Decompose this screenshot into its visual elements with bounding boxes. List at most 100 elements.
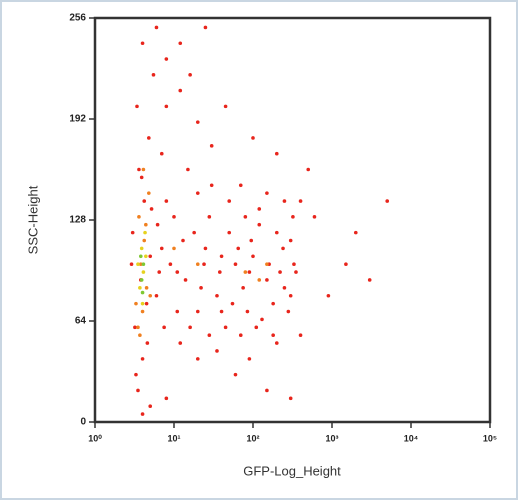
point: [243, 215, 248, 219]
point: [140, 290, 145, 295]
point: [215, 293, 219, 298]
y-tick-label: 256: [69, 13, 86, 24]
point: [188, 73, 192, 77]
point: [249, 238, 254, 243]
point: [157, 270, 162, 274]
point: [175, 309, 180, 314]
point: [233, 262, 238, 266]
point: [241, 286, 245, 290]
point: [138, 286, 142, 290]
point: [292, 262, 296, 266]
point: [136, 388, 140, 393]
point: [148, 293, 153, 298]
point: [186, 167, 190, 172]
y-tick-label: 64: [75, 316, 87, 327]
point: [260, 317, 264, 322]
point: [219, 309, 224, 314]
point: [281, 246, 285, 251]
point: [139, 246, 144, 251]
point: [218, 270, 222, 274]
point: [288, 396, 293, 401]
point: [140, 301, 145, 306]
point: [278, 270, 282, 274]
point: [251, 136, 255, 140]
point: [353, 230, 358, 235]
point: [199, 286, 203, 290]
point: [137, 215, 141, 219]
point: [202, 262, 206, 266]
x-tick-label: 10⁰: [88, 433, 102, 443]
point: [172, 246, 176, 251]
point: [288, 238, 293, 243]
point: [175, 270, 180, 274]
point: [145, 341, 150, 345]
point: [144, 286, 149, 290]
point: [227, 199, 232, 203]
point: [143, 230, 147, 235]
point: [207, 215, 212, 219]
point: [134, 372, 138, 377]
point: [195, 262, 200, 266]
point: [271, 333, 275, 338]
point: [155, 222, 160, 227]
point: [203, 25, 208, 30]
y-tick-label: 128: [69, 215, 86, 226]
point: [230, 301, 235, 306]
point: [223, 104, 228, 109]
point: [257, 278, 262, 282]
x-axis-label: GFP-Log_Height: [243, 463, 341, 478]
x-tick-label: 10⁴: [404, 433, 418, 443]
point: [257, 207, 262, 211]
point: [140, 357, 145, 361]
point: [139, 262, 143, 266]
x-tick-label: 10¹: [167, 433, 180, 443]
point: [178, 341, 183, 345]
point: [164, 57, 169, 61]
point: [265, 262, 269, 266]
point: [147, 191, 151, 195]
point: [154, 25, 159, 30]
point: [227, 230, 232, 235]
point: [265, 191, 269, 195]
point: [168, 262, 173, 266]
x-tick-label: 10³: [325, 433, 338, 443]
point: [265, 388, 269, 393]
point: [154, 293, 159, 298]
point: [385, 199, 390, 203]
point: [129, 262, 134, 266]
point: [142, 238, 147, 243]
point: [251, 254, 255, 259]
point: [144, 222, 148, 227]
point: [344, 262, 348, 266]
point: [288, 293, 293, 298]
y-tick-label: 192: [69, 114, 86, 125]
point: [135, 104, 139, 109]
point: [147, 136, 151, 140]
point: [219, 254, 224, 259]
point: [274, 151, 279, 156]
point: [254, 325, 259, 330]
point: [274, 230, 279, 235]
point: [162, 325, 166, 330]
point: [183, 278, 188, 282]
point: [192, 230, 196, 235]
point: [159, 246, 164, 251]
point: [188, 325, 192, 330]
point: [286, 309, 291, 314]
point: [195, 191, 200, 195]
point: [136, 325, 140, 330]
x-tick-label: 10⁵: [483, 433, 497, 443]
point: [181, 238, 185, 243]
point: [148, 404, 153, 409]
point: [140, 41, 145, 46]
point: [133, 325, 137, 330]
point: [367, 278, 372, 282]
y-tick-label: 0: [80, 417, 86, 428]
point: [271, 301, 275, 306]
point: [312, 215, 317, 219]
point: [282, 286, 287, 290]
point: [209, 183, 214, 188]
point: [141, 270, 146, 274]
point: [215, 349, 219, 353]
